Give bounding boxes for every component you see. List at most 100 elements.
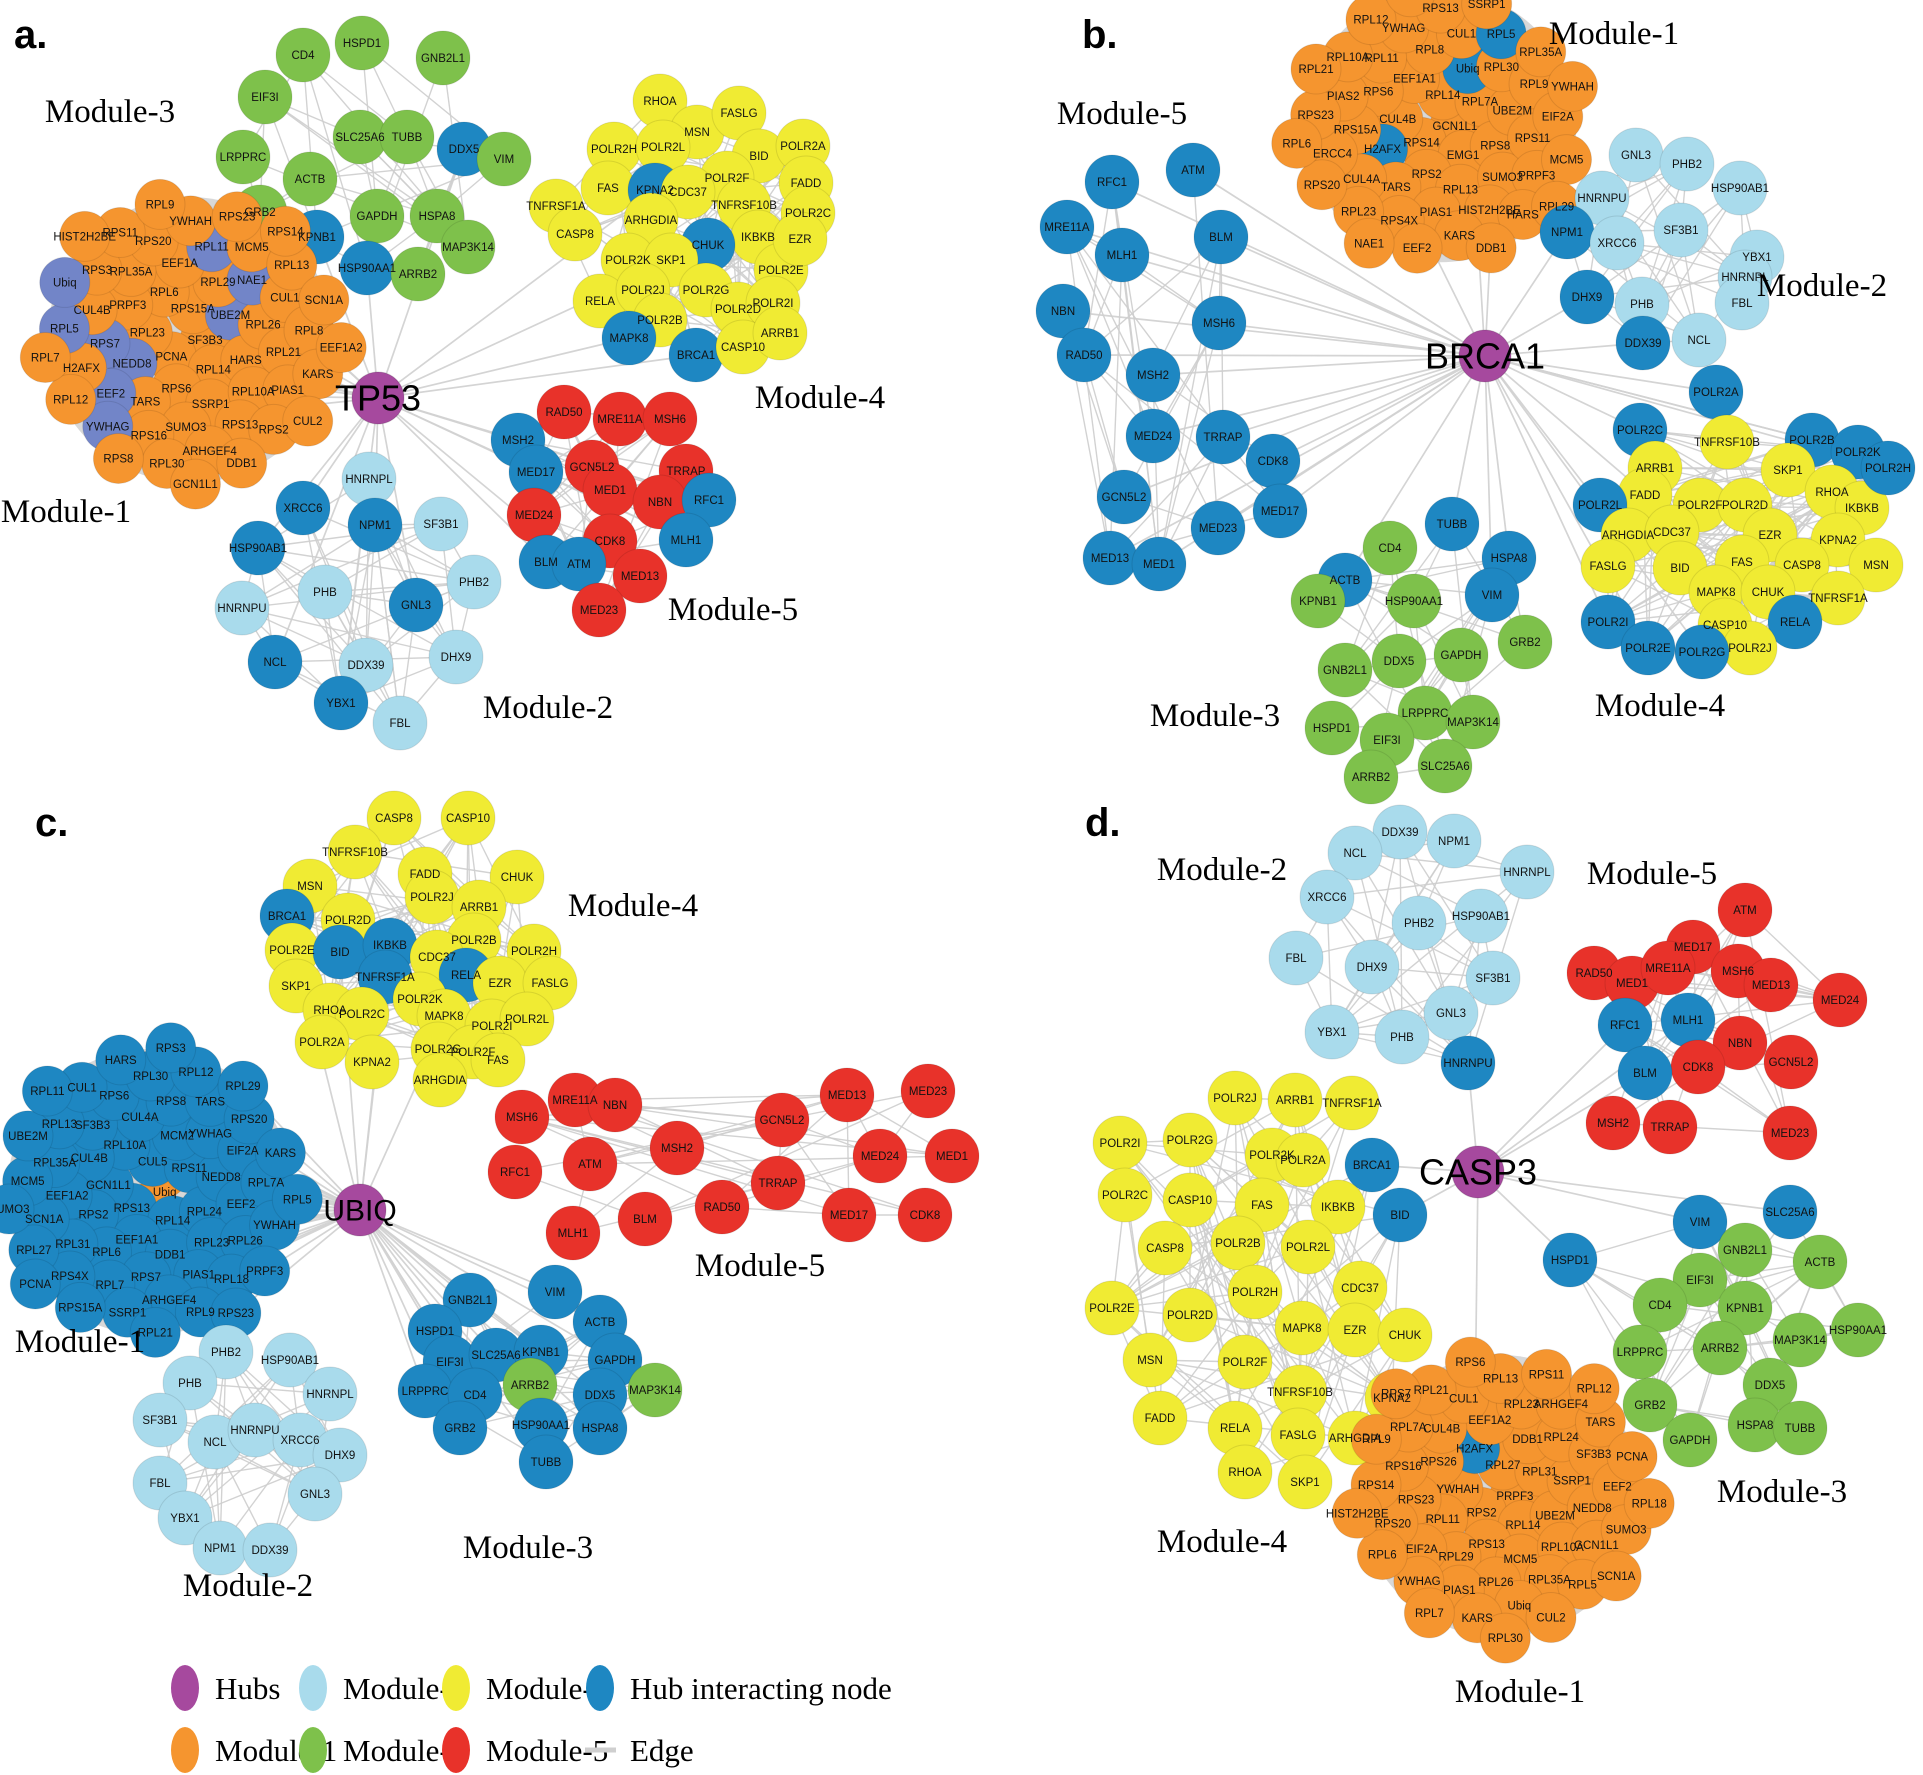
node-ATM[interactable] — [1165, 142, 1221, 198]
node-BLM[interactable] — [617, 1191, 673, 1247]
node-ATM[interactable] — [1717, 882, 1773, 938]
node-DDX39[interactable] — [1372, 804, 1428, 860]
node-RFC1[interactable] — [1084, 154, 1140, 210]
node-POLR2A[interactable] — [1275, 1132, 1331, 1188]
node-PCNA[interactable] — [9, 1258, 61, 1310]
node-NAE1[interactable] — [1343, 217, 1395, 269]
node-RPL12[interactable] — [1345, 0, 1397, 46]
node-HSP90AA1[interactable] — [1386, 573, 1442, 629]
node-SCN1A[interactable] — [1590, 1550, 1642, 1602]
node-SKP1[interactable] — [1277, 1454, 1333, 1510]
node-HSP90AB1[interactable] — [1453, 888, 1509, 944]
node-TRRAP[interactable] — [1195, 409, 1251, 465]
node-MED24[interactable] — [1125, 408, 1181, 464]
node-ARRB2[interactable] — [390, 246, 446, 302]
node-CUL2[interactable] — [282, 395, 334, 447]
node-CASP8[interactable] — [366, 790, 422, 846]
node-MED17[interactable] — [1252, 483, 1308, 539]
node-RPL12[interactable] — [1568, 1363, 1620, 1415]
node-SKP1[interactable] — [1760, 442, 1816, 498]
node-POLR2B[interactable] — [1210, 1215, 1266, 1271]
node-NBN[interactable] — [587, 1077, 643, 1133]
node-ARRB1[interactable] — [752, 305, 808, 361]
node-ARRB2[interactable] — [1692, 1320, 1748, 1376]
node-RHOA[interactable] — [1217, 1444, 1273, 1500]
node-RPS7[interactable] — [1370, 1368, 1422, 1420]
node-GCN5L2[interactable] — [754, 1092, 810, 1148]
node-GNB2L1[interactable] — [1317, 642, 1373, 698]
node-NPM1[interactable] — [1426, 813, 1482, 869]
node-CASP8[interactable] — [547, 206, 603, 262]
node-XRCC6[interactable] — [275, 480, 331, 536]
node-Ubiq[interactable] — [39, 256, 91, 308]
node-PHB[interactable] — [162, 1355, 218, 1411]
node-PRPF3[interactable] — [239, 1245, 291, 1297]
node-KPNB1[interactable] — [1717, 1280, 1773, 1336]
node-HNRNPU[interactable] — [214, 580, 270, 636]
node-DHX9[interactable] — [1559, 269, 1615, 325]
node-MED13[interactable] — [612, 548, 668, 604]
node-EIF3I[interactable] — [237, 69, 293, 125]
node-ACTB[interactable] — [282, 151, 338, 207]
node-VIM[interactable] — [527, 1264, 583, 1320]
node-CASP8[interactable] — [1137, 1220, 1193, 1276]
node-CASP10[interactable] — [440, 790, 496, 846]
node-POLR2F[interactable] — [1217, 1334, 1273, 1390]
node-YBX1[interactable] — [157, 1490, 213, 1546]
node-MSN[interactable] — [1122, 1332, 1178, 1388]
node-BID[interactable] — [1372, 1187, 1428, 1243]
node-CD4[interactable] — [1362, 520, 1418, 576]
node-HSP90AB1[interactable] — [230, 520, 286, 576]
node-MED23[interactable] — [571, 582, 627, 638]
hub-node-CASP3[interactable] — [1451, 1145, 1505, 1199]
node-RPL7[interactable] — [1403, 1587, 1455, 1639]
node-XRCC6[interactable] — [1589, 215, 1645, 271]
node-RPL21[interactable] — [1290, 43, 1342, 95]
node-POLR2L[interactable] — [1280, 1219, 1336, 1275]
node-MAP3K14[interactable] — [1772, 1312, 1828, 1368]
node-FAS[interactable] — [470, 1032, 526, 1088]
node-EIF3I[interactable] — [1672, 1252, 1728, 1308]
hub-node-UBIQ[interactable] — [333, 1183, 387, 1237]
hub-node-BRCA1[interactable] — [1458, 329, 1512, 383]
node-TUBB[interactable] — [379, 109, 435, 165]
node-BRCA1[interactable] — [1344, 1137, 1400, 1193]
node-RPL9[interactable] — [1350, 1413, 1402, 1465]
node-CASP10[interactable] — [1162, 1172, 1218, 1228]
node-POLR2G[interactable] — [1162, 1112, 1218, 1168]
node-RPL9[interactable] — [134, 178, 186, 230]
node-CD4[interactable] — [275, 27, 331, 83]
node-BLM[interactable] — [1617, 1045, 1673, 1101]
node-RAD50[interactable] — [1056, 327, 1112, 383]
node-HSP90AB1[interactable] — [262, 1332, 318, 1388]
node-PCNA[interactable] — [1606, 1430, 1658, 1482]
node-ARRB2[interactable] — [1343, 749, 1399, 805]
node-RPS14[interactable] — [259, 205, 311, 257]
node-HSPD1[interactable] — [1304, 700, 1360, 756]
node-CHUK[interactable] — [489, 849, 545, 905]
node-SF3B1[interactable] — [1653, 202, 1709, 258]
node-ACTB[interactable] — [1792, 1234, 1848, 1290]
node-SUMO3[interactable] — [0, 1183, 35, 1235]
node-SF3B1[interactable] — [413, 496, 469, 552]
node-GNB2L1[interactable] — [442, 1272, 498, 1328]
node-MSH6[interactable] — [1191, 295, 1247, 351]
node-NCL[interactable] — [1671, 312, 1727, 368]
node-MED17[interactable] — [821, 1187, 877, 1243]
node-SF3B1[interactable] — [1465, 950, 1521, 1006]
node-HNRNPL[interactable] — [302, 1366, 358, 1422]
node-CUL2[interactable] — [1525, 1592, 1577, 1644]
node-DDX5[interactable] — [1371, 633, 1427, 689]
node-TUBB[interactable] — [1424, 496, 1480, 552]
node-EZR[interactable] — [772, 211, 828, 267]
node-ARRB1[interactable] — [1267, 1072, 1323, 1128]
node-GRB2[interactable] — [1622, 1377, 1678, 1433]
node-RPS20[interactable] — [1296, 159, 1348, 211]
node-RPL7[interactable] — [19, 331, 71, 383]
node-MAP3K14[interactable] — [1445, 694, 1501, 750]
node-MLH1[interactable] — [1094, 227, 1150, 283]
node-MSH6[interactable] — [642, 391, 698, 447]
node-TRRAP[interactable] — [750, 1155, 806, 1211]
node-GNB2L1[interactable] — [1717, 1222, 1773, 1278]
node-RPL18[interactable] — [1623, 1477, 1675, 1529]
